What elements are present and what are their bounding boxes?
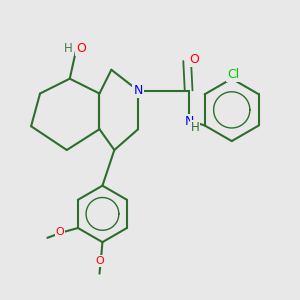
Text: O: O — [56, 226, 64, 237]
Text: Cl: Cl — [227, 68, 239, 81]
Text: H: H — [64, 42, 73, 56]
Text: O: O — [190, 53, 200, 66]
Text: H: H — [190, 121, 199, 134]
Text: O: O — [76, 42, 86, 56]
Text: N: N — [184, 115, 194, 128]
Text: O: O — [96, 256, 104, 266]
Text: N: N — [134, 84, 143, 97]
